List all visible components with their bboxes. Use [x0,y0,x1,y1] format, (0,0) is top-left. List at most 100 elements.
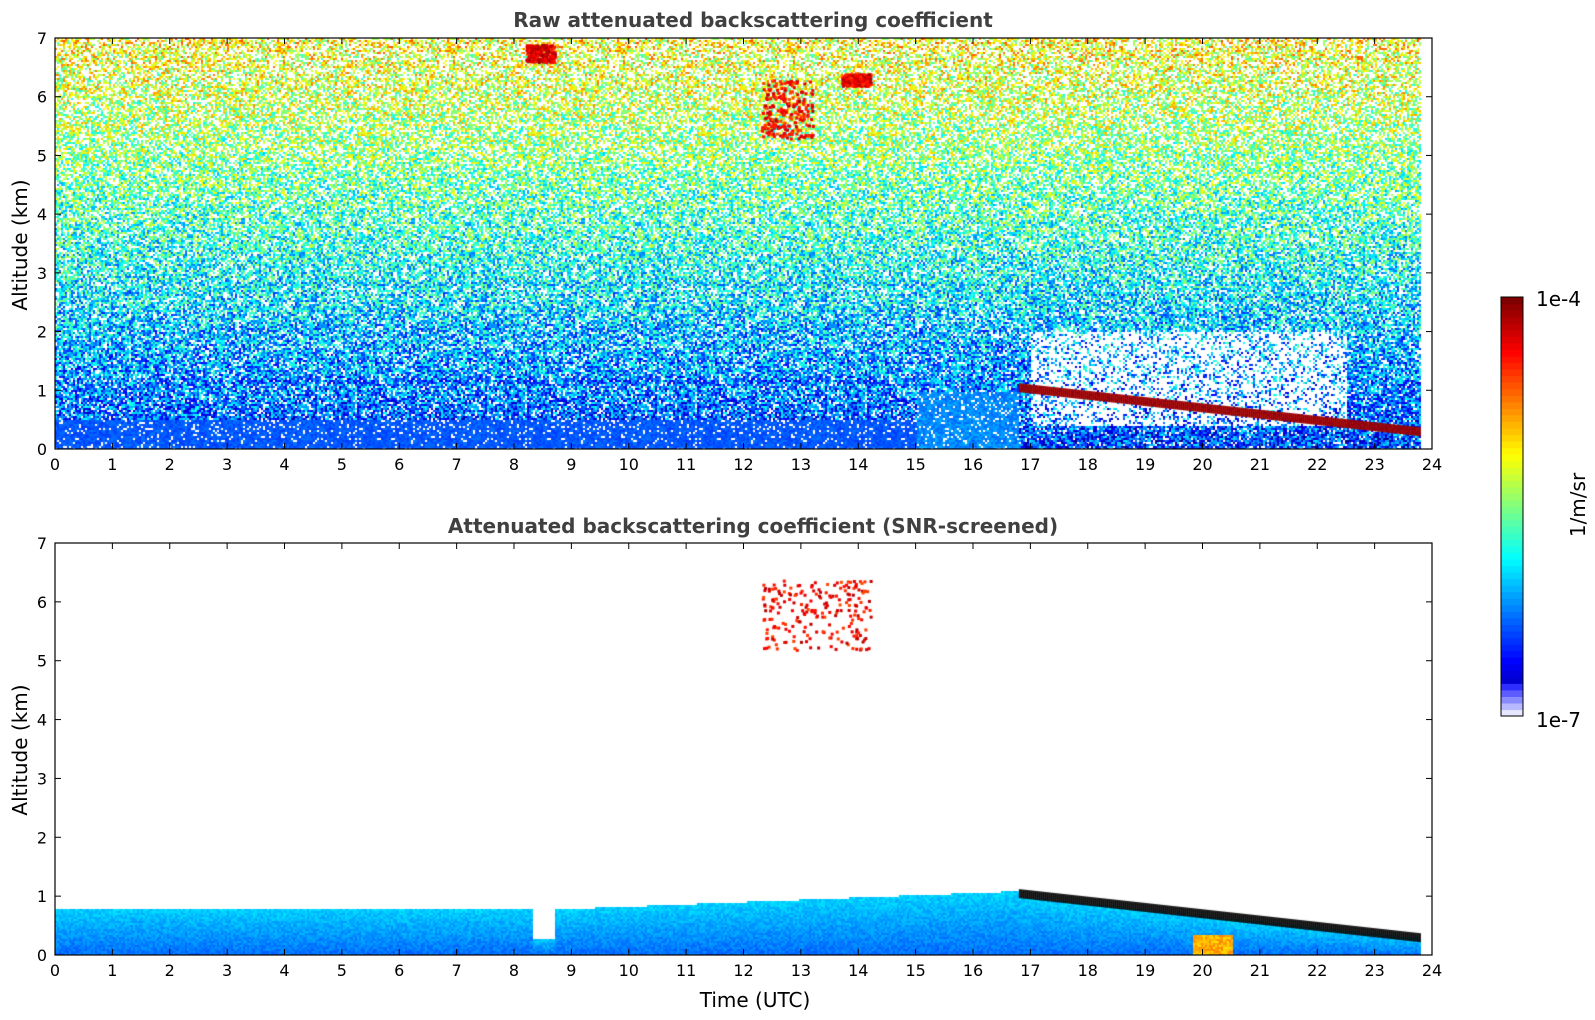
y-tick-label: 0 [37,440,47,459]
x-tick-label: 6 [394,455,404,474]
colorbar-swatch [1501,329,1523,337]
x-tick-label: 12 [733,961,753,980]
colorbar-swatch [1501,336,1523,344]
colorbar-swatch [1501,447,1523,455]
colorbar-swatch [1501,401,1523,409]
y-tick-label: 0 [37,946,47,965]
x-tick-label: 14 [848,455,868,474]
x-tick-label: 5 [337,961,347,980]
colorbar-swatch [1501,709,1523,717]
colorbar-swatch [1501,441,1523,449]
x-tick-label: 6 [394,961,404,980]
top-panel-title: Raw attenuated backscattering coefficien… [513,8,993,32]
colorbar-swatch [1501,499,1523,508]
colorbar-swatch [1501,454,1523,462]
colorbar-swatch [1501,375,1523,383]
x-tick-label: 17 [1020,961,1040,980]
x-tick-label: 23 [1364,961,1384,980]
x-tick-label: 14 [848,961,868,980]
x-tick-label: 20 [1192,455,1212,474]
x-tick-label: 18 [1078,455,1098,474]
x-tick-label: 1 [107,961,117,980]
colorbar-swatch [1501,611,1523,619]
colorbar-swatch [1501,702,1523,711]
x-tick-label: 3 [222,455,232,474]
y-tick-label: 1 [37,887,47,906]
colorbar-swatch [1501,316,1523,324]
x-tick-label: 21 [1250,455,1270,474]
x-tick-label: 2 [165,961,175,980]
colorbar-swatch [1501,532,1523,540]
x-tick-label: 13 [791,961,811,980]
colorbar-swatch [1501,342,1523,350]
y-tick-label: 5 [37,146,47,165]
x-tick-label: 7 [452,455,462,474]
y-tick-label: 4 [37,711,47,730]
y-tick-label: 4 [37,205,47,224]
colorbar-swatch [1501,624,1523,632]
colorbar-swatch [1501,369,1523,377]
x-tick-label: 20 [1192,961,1212,980]
x-tick-label: 16 [963,961,983,980]
x-tick-label: 19 [1135,455,1155,474]
colorbar-swatch [1501,558,1523,567]
colorbar-swatch [1501,598,1523,606]
x-tick-label: 1 [107,455,117,474]
y-tick-label: 3 [37,769,47,788]
bottom-panel-title: Attenuated backscattering coefficient (S… [448,514,1058,538]
colorbar-swatch [1501,382,1523,390]
colorbar-swatch [1501,650,1523,658]
colorbar-swatch [1501,643,1523,652]
colorbar-swatch [1501,617,1523,625]
colorbar-swatch [1501,630,1523,639]
colorbar-swatch [1501,526,1523,534]
x-tick-label: 24 [1422,961,1442,980]
colorbar-swatch [1501,434,1523,442]
bottom-y-axis-label: Altitude (km) [8,684,32,815]
colorbar-swatch [1501,545,1523,553]
x-tick-label: 19 [1135,961,1155,980]
x-tick-label: 8 [509,455,519,474]
x-tick-label: 16 [963,455,983,474]
colorbar-frame [1500,296,1524,717]
x-tick-label: 12 [733,455,753,474]
colorbar-swatch [1501,585,1523,593]
colorbar-swatch [1501,421,1523,429]
colorbar-swatch [1501,460,1523,468]
heatmap-image-1 [55,543,1432,955]
y-tick-label: 7 [37,534,47,553]
colorbar-swatch [1501,467,1523,475]
y-tick-label: 6 [37,593,47,612]
colorbar-swatch [1501,303,1523,311]
colorbar-swatch [1501,689,1523,697]
colorbar-swatch [1501,388,1523,396]
y-tick-label: 7 [37,29,47,48]
colorbar-swatch [1501,486,1523,495]
colorbar-swatch [1501,506,1523,514]
colorbar-swatch [1501,637,1523,645]
colorbar-swatch [1501,513,1523,521]
colorbar-swatch [1501,676,1523,684]
colorbar-swatch [1501,362,1523,370]
x-tick-label: 22 [1307,961,1327,980]
x-tick-label: 22 [1307,455,1327,474]
x-axis-label: Time (UTC) [699,988,811,1012]
colorbar-swatch [1501,657,1523,665]
x-tick-label: 24 [1422,455,1442,474]
colorbar-swatch [1501,473,1523,481]
colorbar-swatch [1501,323,1523,331]
colorbar-swatch [1501,578,1523,586]
x-tick-label: 0 [50,961,60,980]
colorbar-swatch [1501,408,1523,416]
y-tick-label: 3 [37,264,47,283]
bottom-panel: 0 1 2 3 4 5 6 7 8 9 10 11 12 13 14 15 16 17 18 19 20 21 22 23 24… [37,534,1442,980]
y-tick-label: 5 [37,652,47,671]
x-tick-label: 9 [566,961,576,980]
colorbar-swatch [1501,683,1523,691]
x-tick-label: 18 [1078,961,1098,980]
x-tick-label: 21 [1250,961,1270,980]
y-tick-label: 2 [37,323,47,342]
x-tick-label: 5 [337,455,347,474]
colorbar-min-label: 1e-7 [1536,708,1581,732]
